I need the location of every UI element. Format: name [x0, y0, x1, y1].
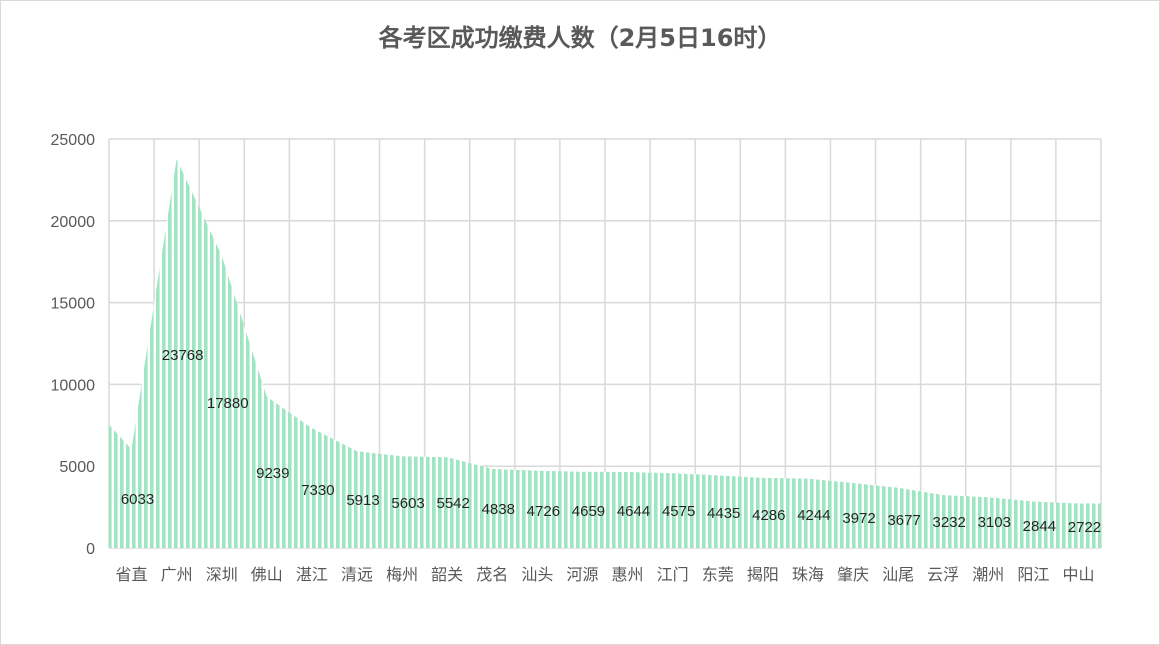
x-category-label: 惠州: [612, 565, 644, 584]
data-label: 17880: [207, 395, 249, 412]
area-path: [109, 159, 1101, 548]
data-label: 6033: [121, 491, 154, 508]
x-category-label: 阳江: [1017, 565, 1049, 584]
data-label: 2844: [1023, 518, 1056, 535]
x-category-label: 江门: [657, 565, 689, 584]
data-label: 2722: [1068, 519, 1101, 536]
x-category-label: 广州: [161, 565, 193, 584]
data-label: 23768: [162, 347, 204, 364]
chart-title: 各考区成功缴费人数（2月5日16时）: [378, 24, 782, 52]
y-axis: 0 5000 10000 15000 20000 25000: [51, 132, 96, 558]
gridlines: [108, 138, 1102, 549]
x-category-label: 河源: [566, 565, 598, 584]
x-category-label: 省直: [116, 565, 148, 584]
x-axis: 省直 广州 深圳 佛山 湛江 清远 梅州 韶关 茂名 汕头 河源 惠州 江门 东莞 揭阳 珠海 肇庆 汕尾 云浮 潮州…: [116, 565, 1095, 584]
x-category-label: 东莞: [702, 565, 734, 584]
data-label: 3972: [842, 510, 875, 527]
y-tick-label: 0: [86, 541, 95, 558]
data-label: 4659: [572, 503, 605, 520]
x-category-label: 云浮: [927, 565, 959, 584]
x-category-label: 湛江: [296, 565, 328, 584]
x-category-label: 茂名: [476, 565, 508, 584]
data-label: 3232: [932, 514, 965, 531]
x-category-label: 肇庆: [837, 565, 869, 584]
data-label: 4575: [662, 503, 695, 520]
data-label: 4435: [707, 505, 740, 522]
data-label: 5913: [346, 492, 379, 509]
data-label: 9239: [256, 465, 289, 482]
y-tick-label: 25000: [51, 132, 96, 149]
x-category-label: 深圳: [206, 565, 238, 584]
x-category-label: 清远: [341, 565, 373, 584]
data-label: 4286: [752, 507, 785, 524]
data-label: 4644: [617, 503, 650, 520]
data-labels: 6033 23768 17880 9239 7330 5913 5603 5542 4838 47…: [121, 347, 1101, 536]
x-category-label: 揭阳: [747, 565, 779, 584]
data-label: 5603: [391, 495, 424, 512]
data-label: 4838: [482, 501, 515, 518]
x-category-label: 韶关: [431, 565, 463, 584]
data-label: 3677: [887, 512, 920, 529]
data-label: 3103: [978, 514, 1011, 531]
x-category-label: 汕头: [521, 565, 553, 584]
x-category-label: 潮州: [972, 565, 1004, 584]
y-tick-label: 20000: [51, 214, 96, 231]
area-series: [109, 159, 1101, 548]
x-category-label: 珠海: [792, 565, 824, 584]
x-category-label: 佛山: [251, 565, 283, 584]
x-category-label: 梅州: [386, 565, 418, 584]
x-category-label: 汕尾: [882, 565, 914, 584]
y-tick-label: 5000: [59, 459, 95, 476]
y-tick-label: 10000: [51, 377, 96, 394]
data-label: 4726: [527, 503, 560, 520]
data-label: 7330: [301, 482, 334, 499]
x-category-label: 中山: [1062, 565, 1094, 584]
data-label: 5542: [436, 495, 469, 512]
data-label: 4244: [797, 507, 830, 524]
y-tick-label: 15000: [51, 296, 96, 313]
